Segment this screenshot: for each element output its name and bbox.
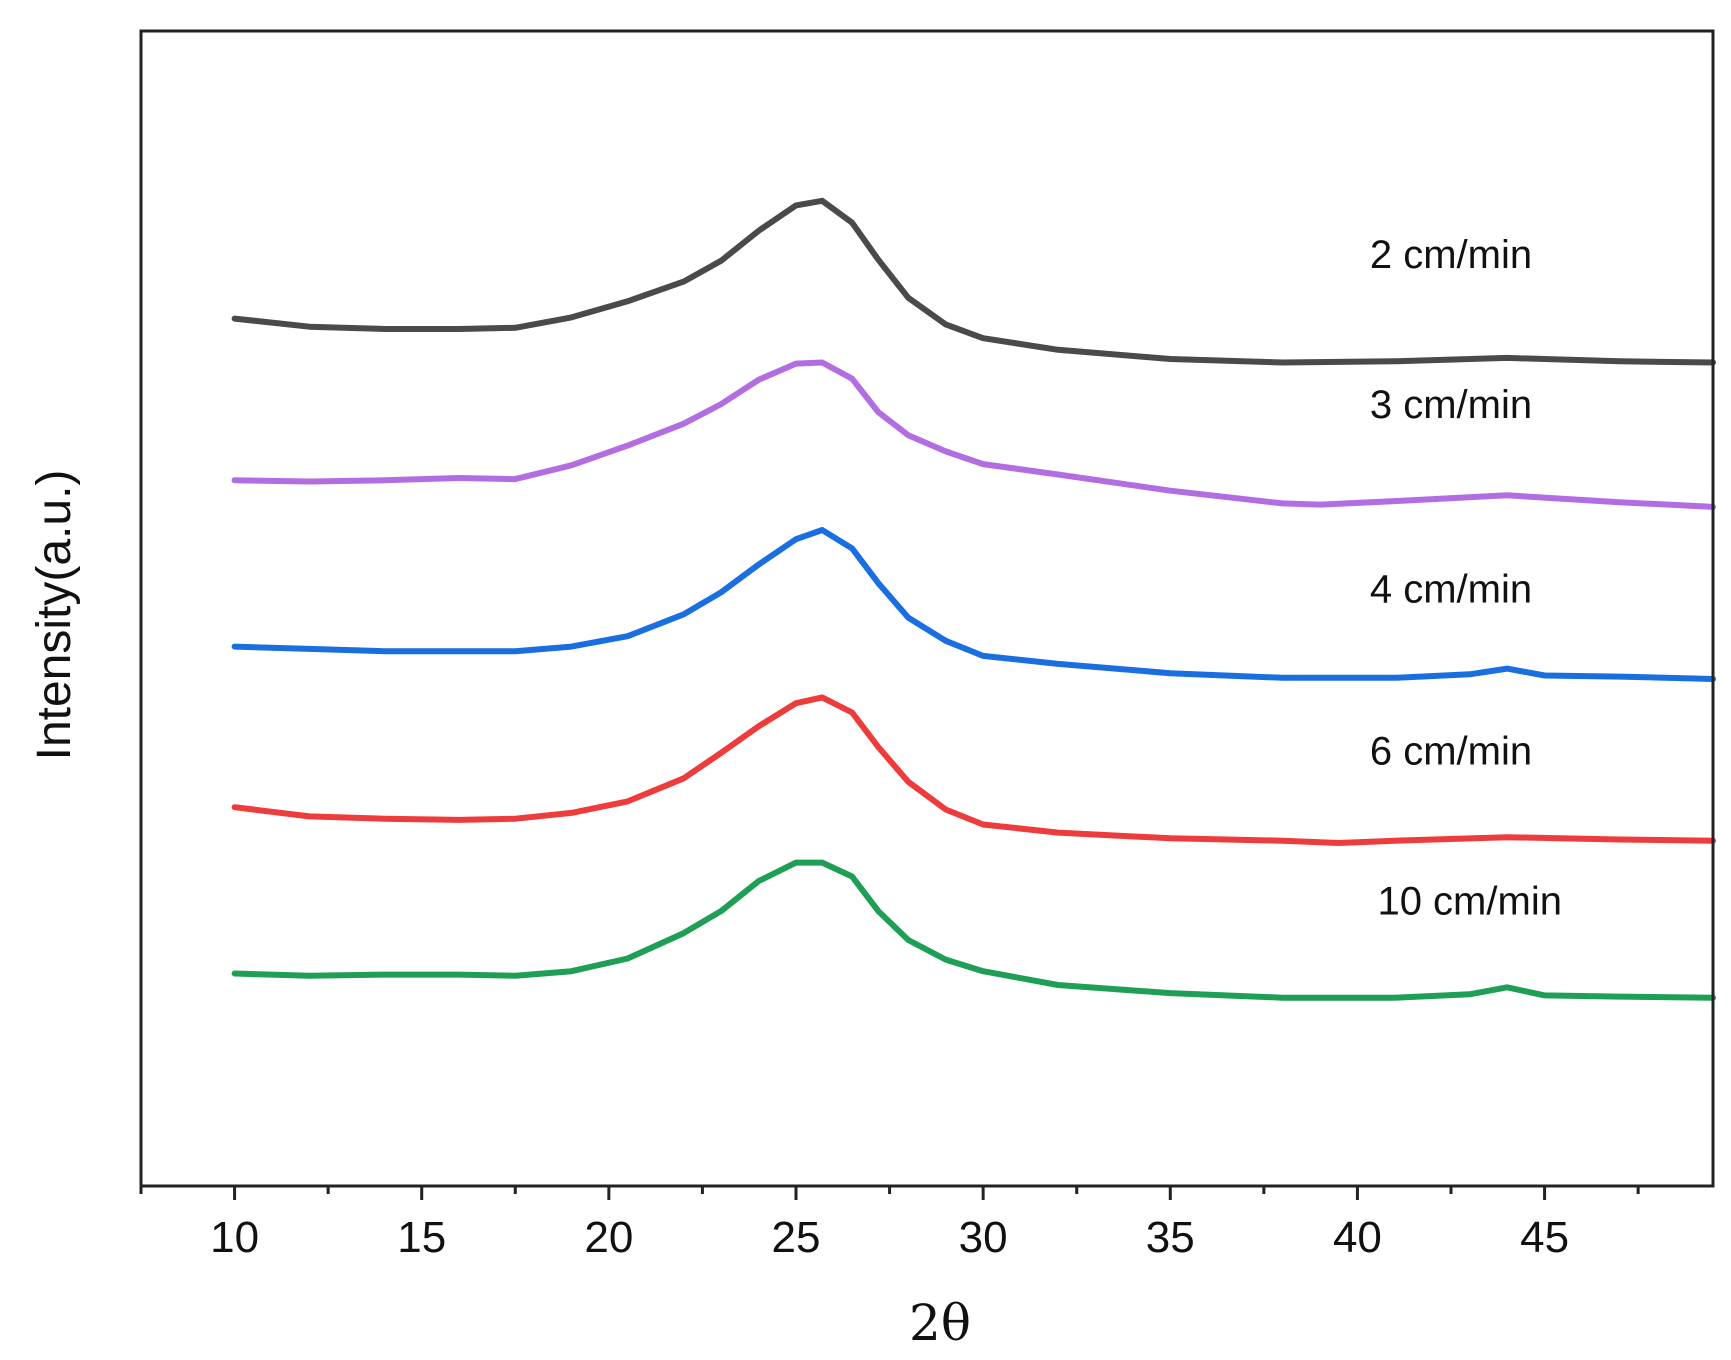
x-axis-title: 2θ (909, 1294, 971, 1352)
series-label: 2 cm/min (1370, 233, 1532, 277)
x-tick-label: 45 (1520, 1213, 1569, 1262)
x-tick-label: 15 (397, 1213, 446, 1262)
series-line-4-cm-min (231, 527, 1716, 682)
x-tick-label: 20 (584, 1213, 633, 1262)
series-label: 10 cm/min (1377, 880, 1562, 924)
x-tick-label: 25 (772, 1213, 821, 1262)
series-line-3-cm-min (231, 359, 1716, 510)
x-axis-ticks (139, 1186, 1640, 1200)
x-tick-label: 30 (959, 1213, 1008, 1262)
x-tick-label: 10 (210, 1213, 259, 1262)
series-label: 3 cm/min (1370, 383, 1532, 427)
series-line-10-cm-min (231, 859, 1716, 1001)
series-line-6-cm-min (231, 694, 1716, 846)
plot-frame (139, 29, 1715, 1188)
x-tick-label: 40 (1333, 1213, 1382, 1262)
x-axis-tick-labels: 10 15 20 25 30 35 40 45 (210, 1213, 1569, 1262)
y-axis-title: Intensity(a.u.) (28, 470, 81, 761)
series-label: 4 cm/min (1370, 568, 1532, 612)
series-label: 6 cm/min (1370, 729, 1532, 773)
x-tick-label: 35 (1146, 1213, 1195, 1262)
series-line-2-cm-min (231, 197, 1716, 366)
series-labels: 2 cm/min 3 cm/min 4 cm/min 6 cm/min 10 cm/mi… (1370, 233, 1562, 924)
series-lines (231, 197, 1716, 1001)
